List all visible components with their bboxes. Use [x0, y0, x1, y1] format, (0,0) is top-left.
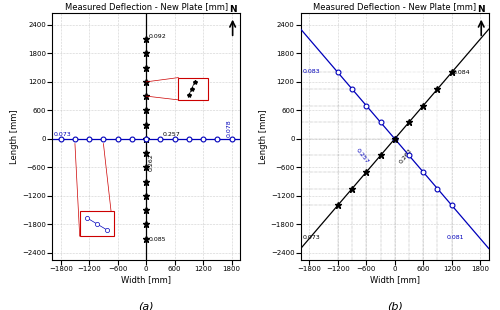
Text: (a): (a)	[138, 301, 154, 310]
Text: 0.262: 0.262	[398, 148, 413, 165]
Text: 0.257: 0.257	[354, 148, 370, 165]
Text: (b): (b)	[387, 301, 402, 310]
Y-axis label: Length [mm]: Length [mm]	[259, 109, 268, 164]
X-axis label: Width [mm]: Width [mm]	[370, 275, 420, 284]
Text: 0.078: 0.078	[227, 120, 232, 137]
Text: 0.073: 0.073	[54, 132, 72, 137]
Title: Measured Deflection - New Plate [mm]: Measured Deflection - New Plate [mm]	[313, 2, 476, 11]
Text: 0.081: 0.081	[447, 235, 464, 240]
Text: 0.262: 0.262	[149, 153, 154, 171]
Bar	[178, 78, 208, 100]
Text: 0.073: 0.073	[302, 235, 320, 240]
Text: 0.257: 0.257	[163, 132, 180, 137]
Title: Measured Deflection - New Plate [mm]: Measured Deflection - New Plate [mm]	[64, 2, 228, 11]
Text: 0.084: 0.084	[452, 70, 470, 75]
Y-axis label: Length [mm]: Length [mm]	[10, 109, 19, 164]
Bar	[80, 211, 114, 236]
Text: N: N	[478, 5, 485, 14]
Text: 0.085: 0.085	[149, 237, 166, 242]
Text: N: N	[229, 5, 236, 14]
Text: 0.092: 0.092	[149, 34, 166, 39]
X-axis label: Width [mm]: Width [mm]	[121, 275, 171, 284]
Text: 0.083: 0.083	[302, 69, 320, 74]
